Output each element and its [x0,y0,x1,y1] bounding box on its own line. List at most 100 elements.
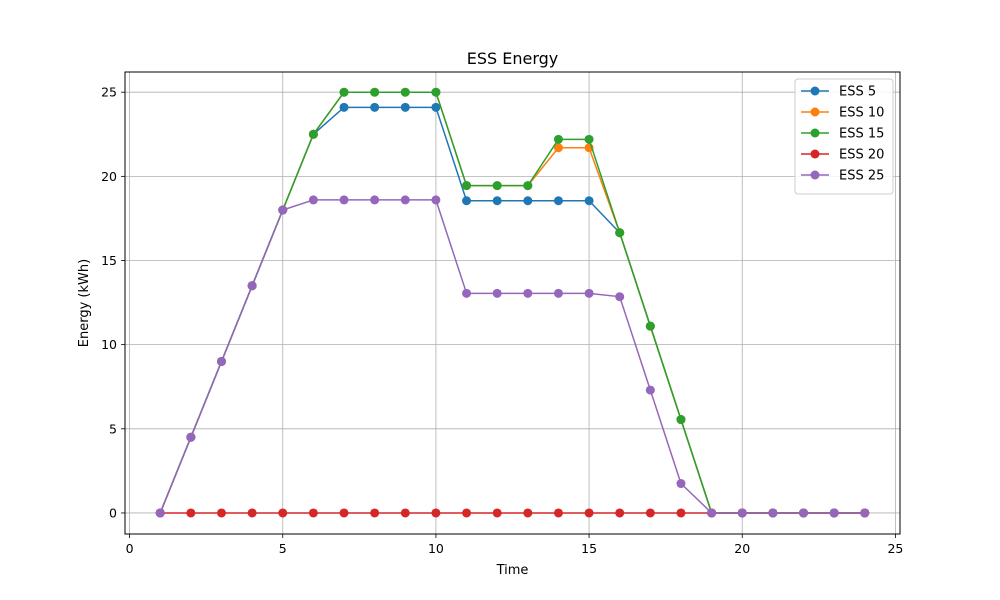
y-tick-label: 0 [109,505,117,520]
legend-label: ESS 15 [839,127,884,142]
data-point [339,508,349,518]
x-tick-label: 20 [734,541,750,556]
axis-ticks: 0 5 10 15 20 25 0 5 10 15 20 25 [101,85,903,556]
y-tick-label: 10 [101,337,117,352]
data-point [860,508,870,518]
legend-item: ESS 20 [801,148,884,163]
legend-label: ESS 5 [839,85,876,100]
y-axis-label: Energy (kWh) [77,259,92,347]
legend-item: ESS 5 [801,85,876,100]
data-point [339,102,349,112]
data-point [553,288,563,298]
data-point [216,356,226,366]
legend-swatch-marker [810,170,820,180]
legend-box [794,78,894,195]
data-point [339,195,349,205]
data-point [462,508,472,518]
legend-swatch-marker [810,107,820,117]
legend-swatch-marker [810,86,820,96]
plot-frame [124,71,901,535]
y-tick-label: 25 [101,85,117,100]
x-tick-label: 5 [279,541,287,556]
data-point [553,508,563,518]
data-point [278,205,288,215]
data-point [370,508,380,518]
data-point [462,288,472,298]
data-point [492,288,502,298]
x-tick-label: 25 [887,541,903,556]
data-point [553,134,563,144]
data-point [492,196,502,206]
data-point [278,508,288,518]
data-point [523,196,533,206]
legend-swatch-marker [810,149,820,159]
x-tick-label: 10 [428,541,444,556]
data-point [492,181,502,191]
legend-item: ESS 10 [801,106,884,121]
data-point [370,87,380,97]
legend-label: ESS 25 [839,169,884,184]
legend-label: ESS 20 [839,148,884,163]
data-point [492,508,502,518]
data-point [645,385,655,395]
legend-swatch-marker [810,128,820,138]
data-point [308,129,318,139]
data-point [799,508,809,518]
data-point [584,508,594,518]
x-axis-label: Time [496,563,529,578]
data-point [553,196,563,206]
data-point [615,292,625,302]
data-point [676,415,686,425]
data-point [431,87,441,97]
data-point [645,321,655,331]
data-point [370,102,380,112]
x-tick-label: 0 [126,541,134,556]
data-point [400,195,410,205]
data-point [676,508,686,518]
data-point [400,102,410,112]
data-point [829,508,839,518]
data-point [584,288,594,298]
chart-title: ESS Energy [467,49,559,68]
data-point [247,508,257,518]
data-point [308,508,318,518]
data-point [523,508,533,518]
data-point [431,195,441,205]
data-point [615,508,625,518]
data-point [615,228,625,238]
data-point [186,508,196,518]
series-line [159,199,865,514]
data-point [431,508,441,518]
data-point [462,196,472,206]
data-point [431,102,441,112]
data-point [523,288,533,298]
data-point [339,87,349,97]
data-point [676,479,686,489]
data-point [370,195,380,205]
data-point [155,508,165,518]
data-point [462,181,472,191]
data-point [247,281,257,291]
data-point [768,508,778,518]
data-point [186,432,196,442]
y-tick-label: 5 [109,421,117,436]
legend: ESS 5 ESS 10 ESS 15 ESS 20 ESS 25 [794,78,894,195]
data-point [400,508,410,518]
data-point [523,181,533,191]
series-ess-25 [155,195,870,518]
data-point [584,196,594,206]
data-point [216,508,226,518]
legend-label: ESS 10 [839,106,884,121]
legend-item: ESS 15 [801,127,884,142]
y-tick-label: 15 [101,253,117,268]
data-point [707,508,717,518]
data-point [737,508,747,518]
series-layer [155,87,870,518]
data-point [645,508,655,518]
legend-item: ESS 25 [801,169,884,184]
x-tick-label: 15 [581,541,597,556]
data-point [553,143,563,153]
data-point [308,195,318,205]
